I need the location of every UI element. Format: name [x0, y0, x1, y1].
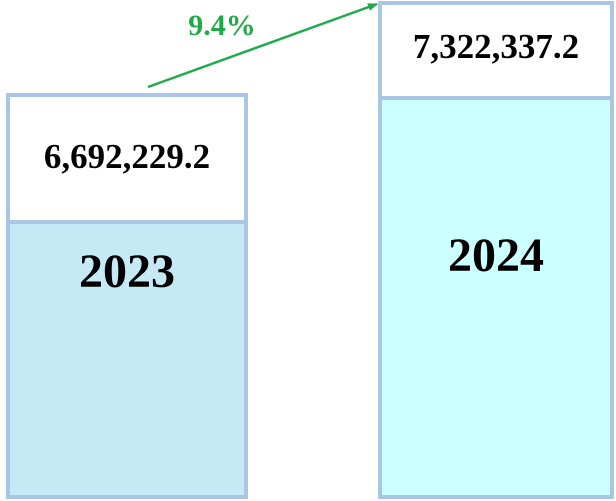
year-box	[6, 220, 248, 499]
growth-label: 9.4%	[188, 9, 256, 42]
year-label: 2024	[448, 229, 544, 282]
value-label: 6,692,229.2	[44, 137, 210, 176]
value-label: 7,322,337.2	[413, 27, 579, 66]
value-box	[6, 93, 248, 224]
year-box	[378, 96, 614, 499]
year-label: 2023	[79, 245, 175, 298]
growth-arrow	[147, 2, 378, 89]
